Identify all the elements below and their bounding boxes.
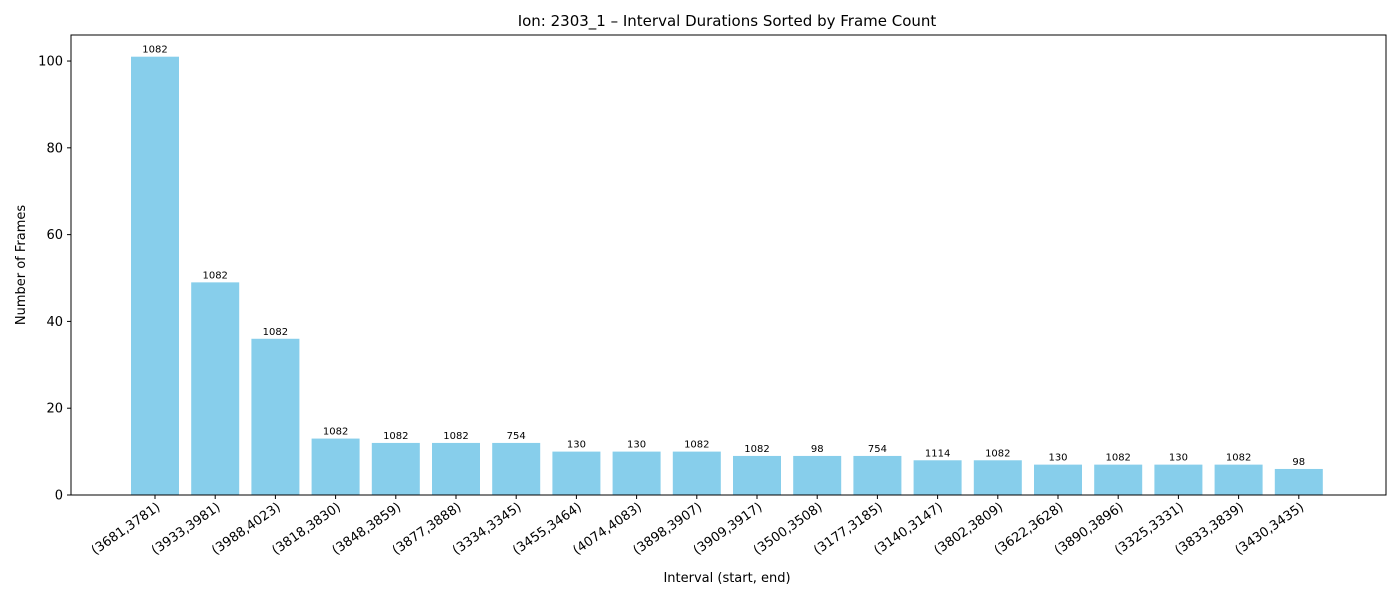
bars-group [131,56,1323,495]
bar-9 [672,451,721,495]
bar-12 [853,455,902,495]
bar-value-label-14: 1082 [985,448,1010,459]
y-axis-label: Number of Frames [14,205,29,326]
bar-17 [1154,464,1203,495]
bar-16 [1094,464,1143,495]
bar-value-label-11: 98 [811,444,824,455]
bar-19 [1274,468,1323,495]
bar-2 [251,338,300,495]
y-tick-label-4: 80 [46,141,63,156]
bar-value-label-17: 130 [1169,453,1188,464]
bar-value-label-13: 1114 [925,448,950,459]
y-axis-ticks: 0 20 40 60 80 100 [38,55,71,504]
bar-value-label-18: 1082 [1226,453,1251,464]
bar-value-label-19: 98 [1292,457,1305,468]
bar-18 [1214,464,1263,495]
bar-value-label-1: 1082 [202,270,227,281]
bar-value-label-3: 1082 [323,427,348,438]
y-tick-label-1: 20 [46,402,63,417]
plot-frame [70,34,1387,496]
bar-value-label-8: 130 [627,440,646,451]
bar-1 [191,282,240,495]
chart-title: Ion: 2303_1 – Interval Durations Sorted … [518,12,937,31]
bar-10 [733,455,781,495]
bar-labels-group: 1082 1082 1082 1082 1082 1082 754 130 130 1082 108… [142,45,1305,468]
bar-value-label-0: 1082 [142,45,167,56]
bar-value-label-5: 1082 [443,431,468,442]
y-tick-label-5: 100 [38,55,63,70]
bar-5 [432,442,480,495]
bar-6 [492,442,541,495]
bar-7 [552,451,601,495]
bar-value-label-4: 1082 [383,431,408,442]
bar-14 [973,460,1022,495]
bar-value-label-15: 130 [1048,453,1067,464]
y-tick-label-0: 0 [55,489,63,504]
bar-value-label-12: 754 [868,444,887,455]
bar-value-label-9: 1082 [684,440,709,451]
bar-value-label-16: 1082 [1105,453,1130,464]
y-tick-label-2: 40 [46,315,63,330]
bar-13 [913,460,962,495]
bar-11 [793,455,842,495]
bar-value-label-10: 1082 [744,444,769,455]
x-axis-ticks: (3681,3781)(3933,3981)(3988,4023)(3818,3… [89,495,1307,558]
y-tick-label-3: 60 [46,228,63,243]
bar-3 [311,438,360,495]
bar-value-label-6: 754 [507,431,526,442]
bar-0 [131,56,179,495]
bar-4 [371,442,420,495]
bar-15 [1034,464,1082,495]
x-axis-label: Interval (start, end) [663,571,790,586]
bar-value-label-2: 1082 [263,327,288,338]
bar-8 [612,451,661,495]
bar-value-label-7: 130 [567,440,586,451]
